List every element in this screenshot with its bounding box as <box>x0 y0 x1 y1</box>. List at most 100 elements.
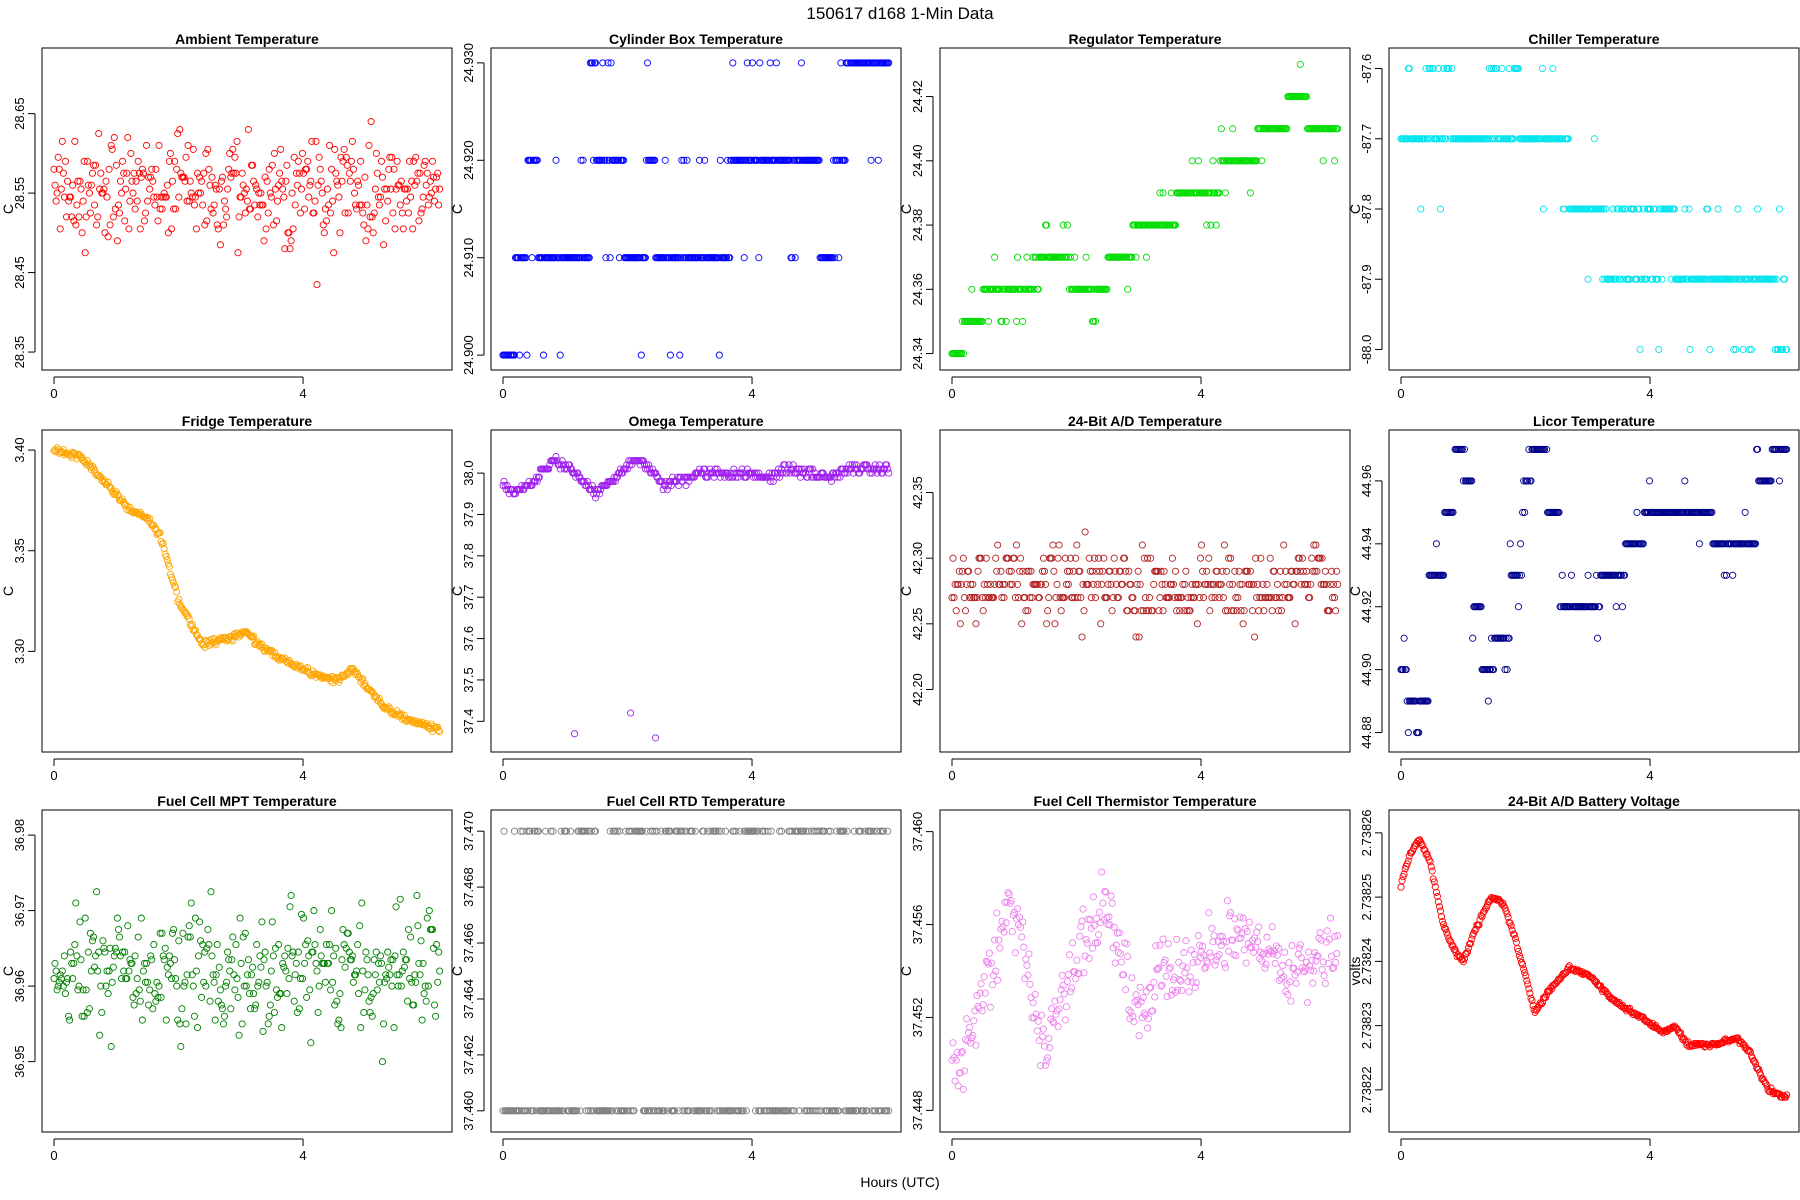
data-point <box>1089 317 1097 325</box>
data-point <box>685 1107 693 1115</box>
data-point <box>1295 944 1303 952</box>
data-point <box>1050 1019 1058 1027</box>
data-point <box>106 944 114 952</box>
data-point <box>362 948 370 956</box>
data-point <box>67 193 75 201</box>
data-point <box>400 963 408 971</box>
data-point <box>524 481 532 490</box>
data-point <box>194 189 203 197</box>
data-point <box>968 285 976 293</box>
data-point <box>200 978 208 986</box>
data-point <box>1514 64 1523 73</box>
data-point <box>694 469 703 477</box>
y-tick-label: 24.920 <box>461 140 476 180</box>
data-point <box>1323 927 1331 935</box>
data-point <box>1080 607 1088 615</box>
data-point <box>1068 984 1076 992</box>
data-point <box>410 157 418 165</box>
data-point <box>1770 1088 1778 1096</box>
data-point <box>418 1016 426 1024</box>
data-point <box>1432 540 1440 548</box>
data-point <box>186 933 194 941</box>
data-point <box>1233 925 1241 933</box>
data-point <box>768 469 776 477</box>
data-point <box>1013 580 1022 588</box>
data-point <box>1307 580 1315 588</box>
data-points <box>50 444 444 736</box>
data-point <box>1469 634 1477 642</box>
data-point <box>1135 633 1143 641</box>
data-point <box>1129 594 1137 602</box>
data-point <box>1165 965 1173 973</box>
data-point <box>279 185 287 193</box>
data-point <box>1166 963 1174 971</box>
data-point <box>333 997 341 1005</box>
data-point <box>565 461 574 469</box>
data-point <box>403 185 412 193</box>
data-point <box>615 469 623 477</box>
data-point <box>1037 1011 1045 1019</box>
data-point <box>1085 554 1093 562</box>
data-point <box>1222 567 1231 575</box>
data-point <box>105 482 113 490</box>
data-point <box>113 914 121 922</box>
y-tick-label: 28.65 <box>12 97 27 130</box>
data-point <box>225 956 233 964</box>
data-point <box>175 595 183 603</box>
x-tick-label: 4 <box>1646 386 1653 401</box>
data-point <box>345 169 353 177</box>
data-point <box>764 827 772 835</box>
data-point <box>380 241 388 249</box>
data-point <box>1102 888 1110 896</box>
data-point <box>1521 969 1529 977</box>
data-point <box>972 1041 980 1049</box>
data-point <box>408 978 416 986</box>
data-point <box>218 173 226 181</box>
data-point <box>392 710 400 719</box>
data-point <box>320 959 328 967</box>
data-point <box>211 1016 219 1024</box>
data-point <box>434 978 442 986</box>
data-point <box>1267 948 1275 956</box>
data-point <box>993 909 1001 917</box>
data-point <box>1443 928 1451 936</box>
data-point <box>714 827 722 835</box>
data-point <box>1677 1029 1685 1037</box>
data-point <box>115 933 124 941</box>
data-point <box>113 237 121 245</box>
data-point <box>243 197 251 205</box>
data-point <box>1445 64 1453 73</box>
data-point <box>994 541 1002 549</box>
data-point <box>979 1001 987 1009</box>
data-points <box>948 868 1342 1093</box>
data-point <box>1214 580 1222 588</box>
data-point <box>1487 64 1496 73</box>
data-point <box>81 914 89 922</box>
data-point <box>839 465 847 473</box>
data-point <box>1433 892 1441 900</box>
data-point <box>1259 580 1267 588</box>
data-point <box>366 213 374 221</box>
data-point <box>306 181 314 189</box>
data-point <box>1514 603 1523 611</box>
data-point <box>1065 567 1074 575</box>
data-point <box>620 156 628 164</box>
data-point <box>163 181 171 189</box>
data-point <box>794 827 802 835</box>
data-point <box>635 457 643 465</box>
data-point <box>55 978 63 986</box>
data-point <box>1071 253 1079 261</box>
data-point <box>1279 962 1287 970</box>
data-point <box>998 317 1006 325</box>
data-point <box>532 473 540 481</box>
data-point <box>359 675 367 683</box>
data-point <box>1181 580 1189 588</box>
data-point <box>1287 997 1295 1005</box>
data-point <box>257 963 265 971</box>
data-point <box>831 473 839 481</box>
data-point <box>1207 580 1215 588</box>
data-point <box>176 125 184 134</box>
data-point <box>1739 345 1747 354</box>
